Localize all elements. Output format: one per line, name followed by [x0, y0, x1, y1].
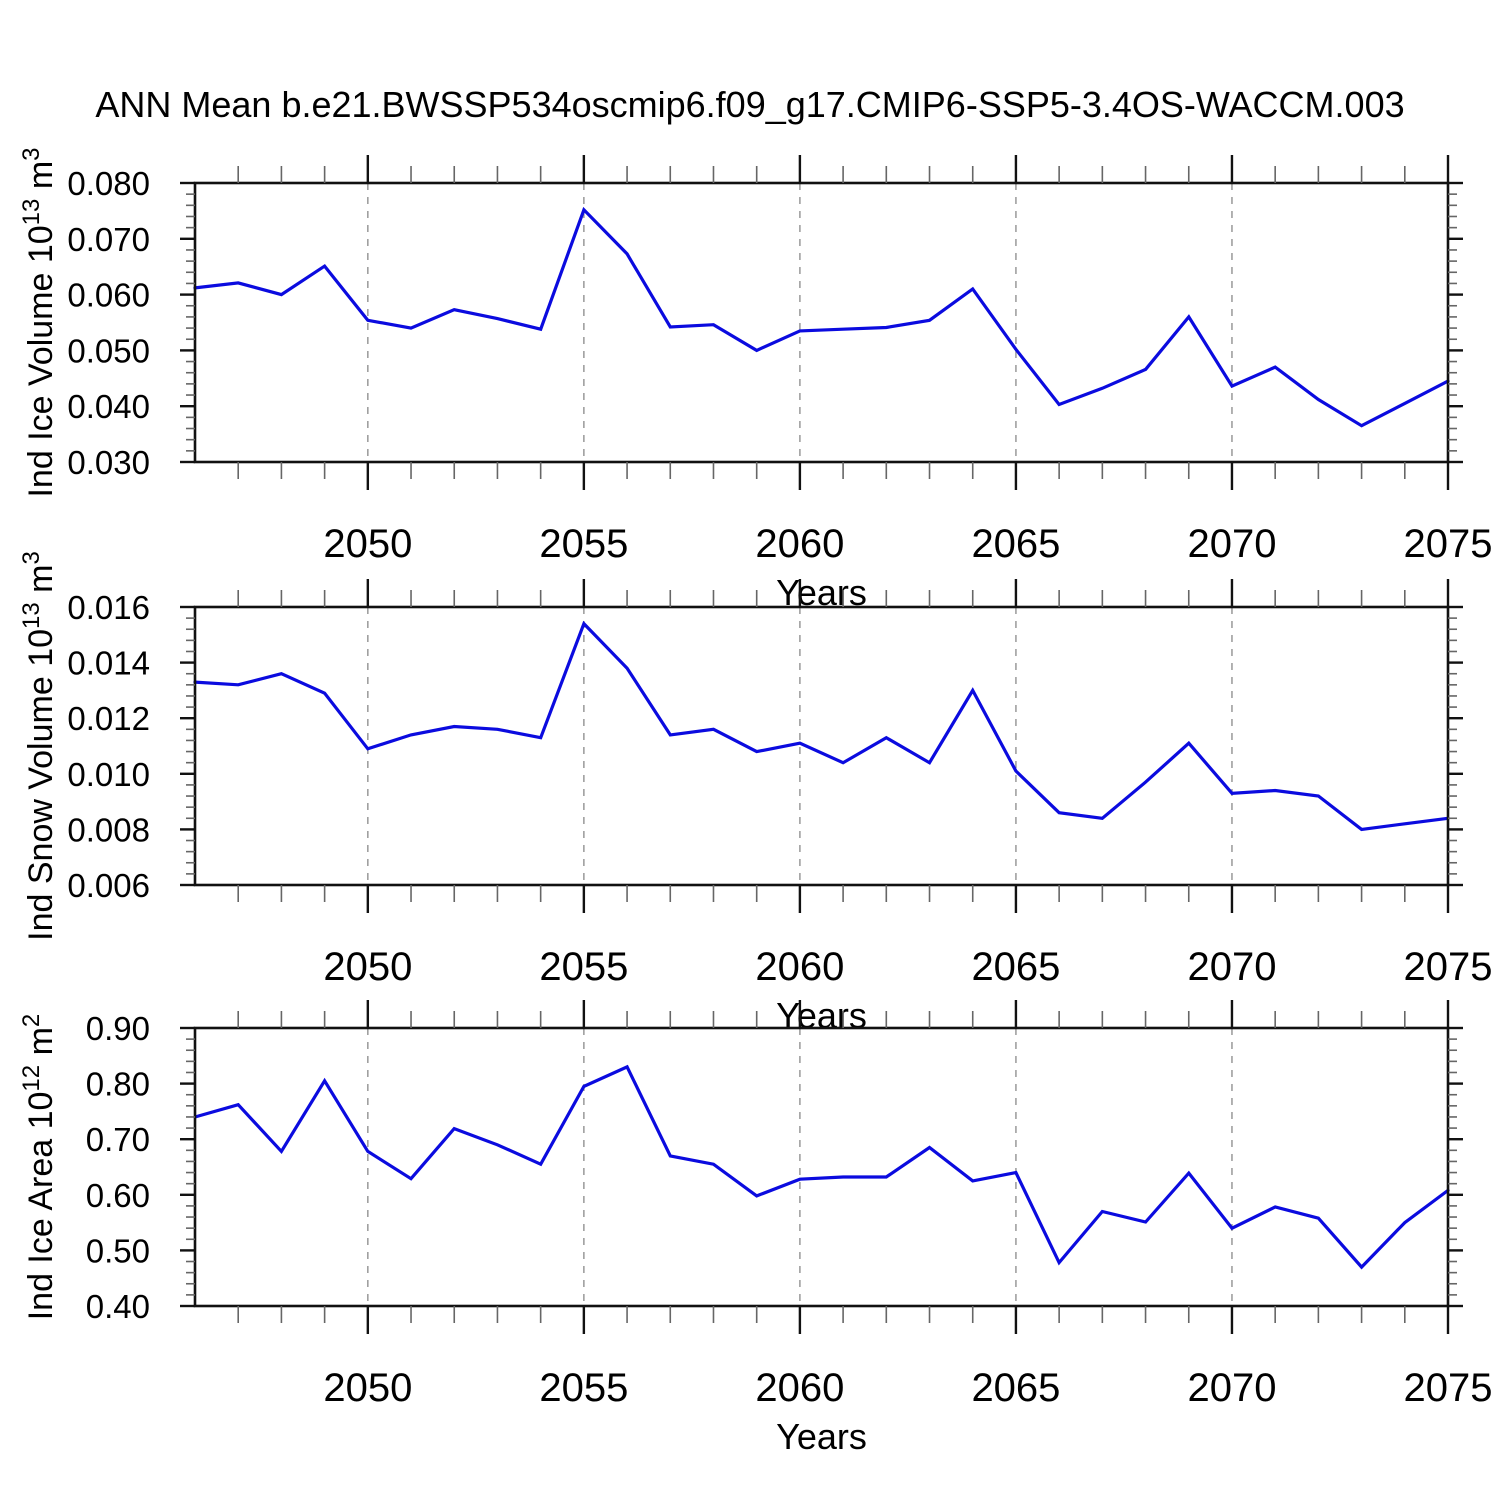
x-axis-title: Years	[776, 995, 867, 1036]
x-tick-label: 2065	[971, 945, 1060, 989]
y-axis-title-sup: 3	[18, 551, 45, 564]
y-axis-title-run: Ind Snow Volume 10	[22, 629, 60, 941]
x-tick-label: 2070	[1187, 1366, 1276, 1410]
data-line-1	[193, 206, 1450, 428]
y-tick-label: 0.060	[67, 277, 150, 314]
x-tick-label: 2060	[755, 522, 844, 566]
x-axis-title: Years	[776, 1416, 867, 1457]
x-tick-label: 2075	[1404, 522, 1493, 566]
y-tick-label: 0.70	[86, 1121, 150, 1158]
y-axis-title-run: Ind Ice Area 10	[22, 1092, 60, 1321]
x-tick-label: 2050	[323, 1366, 412, 1410]
x-tick-label: 2060	[755, 1366, 844, 1410]
y-tick-label: 0.90	[86, 1010, 150, 1047]
y-tick-label: 0.010	[67, 756, 150, 793]
y-tick-label: 0.40	[86, 1288, 150, 1325]
y-tick-label: 0.014	[67, 645, 150, 682]
plot-border	[193, 1026, 1450, 1308]
plot-border	[193, 605, 1450, 887]
x-tick-label: 2055	[539, 522, 628, 566]
y-axis-title-run: m	[22, 1027, 60, 1065]
y-axis-title-run: m	[22, 161, 60, 199]
y-tick-label: 0.070	[67, 221, 150, 258]
y-axis-title-sup: 13	[18, 602, 45, 629]
x-tick-label: 2065	[971, 522, 1060, 566]
x-tick-label: 2060	[755, 945, 844, 989]
y-tick-label: 0.050	[67, 332, 150, 369]
y-tick-label: 0.80	[86, 1066, 150, 1103]
x-tick-label: 2050	[323, 945, 412, 989]
x-tick-label: 2050	[323, 522, 412, 566]
panel-2: 2050 2055 2060 2065 2070 2075 0.006 0.008 0.010 0…	[18, 551, 1492, 1036]
y-tick-label: 0.040	[67, 388, 150, 425]
y-tick-label: 0.006	[67, 867, 150, 904]
y-axis-title: Ind Snow Volume 1013 m3	[18, 551, 60, 941]
x-tick-label: 2075	[1404, 1366, 1493, 1410]
y-tick-label: 0.080	[67, 165, 150, 202]
x-tick-label: 2065	[971, 1366, 1060, 1410]
panel-3: 2050 2055 2060 2065 2070 2075 0.40 0.50 0.60 0.70…	[18, 1000, 1492, 1457]
y-axis-title-run: Ind Ice Volume 10	[22, 225, 60, 497]
y-axis-title: Ind Ice Volume 1013 m3	[18, 147, 60, 497]
x-tick-label: 2070	[1187, 522, 1276, 566]
x-tick-label: 2055	[539, 945, 628, 989]
panel-1: 2050 2055 2060 2065 2070 2075 0.030 0.040 0.050 0…	[18, 147, 1492, 613]
x-tick-label: 2075	[1404, 945, 1493, 989]
y-axis-title-sup: 12	[18, 1065, 45, 1092]
y-axis-title-sup: 3	[18, 147, 45, 160]
data-line-2	[193, 620, 1450, 832]
y-tick-label: 0.50	[86, 1232, 150, 1269]
data-line-3	[193, 1064, 1450, 1270]
y-tick-label: 0.012	[67, 700, 150, 737]
y-tick-label: 0.008	[67, 811, 150, 848]
y-tick-label: 0.60	[86, 1177, 150, 1214]
y-axis-title: Ind Ice Area 1012 m2	[18, 1014, 60, 1321]
y-tick-label: 0.016	[67, 589, 150, 626]
x-tick-label: 2070	[1187, 945, 1276, 989]
y-axis-title-sup: 13	[18, 199, 45, 226]
plot-border	[193, 181, 1450, 464]
y-tick-label: 0.030	[67, 444, 150, 481]
y-axis-title-run: m	[22, 564, 60, 602]
y-axis-title-sup: 2	[18, 1014, 45, 1027]
x-tick-label: 2055	[539, 1366, 628, 1410]
figure-title: ANN Mean b.e21.BWSSP534oscmip6.f09_g17.C…	[95, 84, 1405, 125]
